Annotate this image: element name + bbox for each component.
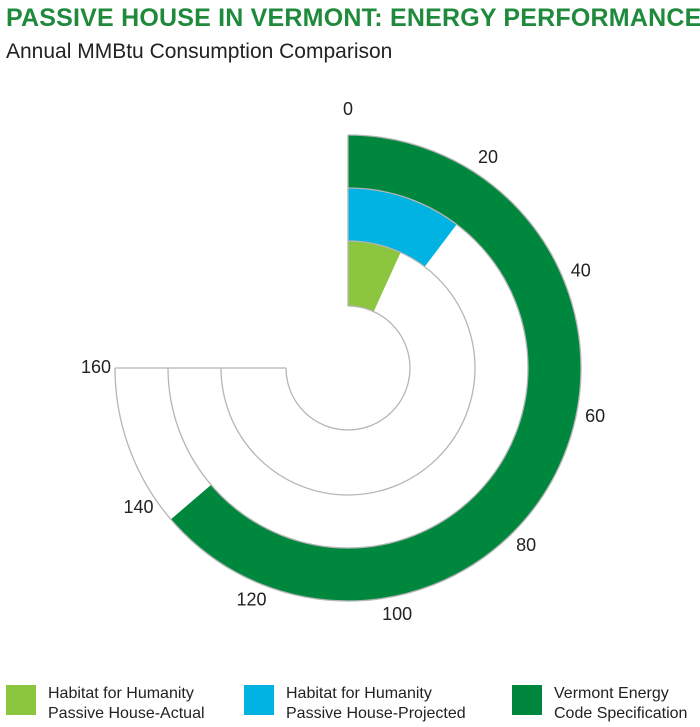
tick-label-80: 80 xyxy=(516,535,536,555)
guide-arc-2 xyxy=(167,187,529,549)
legend-swatch-code xyxy=(512,685,542,715)
chart-subtitle: Annual MMBtu Consumption Comparison xyxy=(6,40,393,63)
guide-arc-3 xyxy=(114,134,582,602)
chart-title: PASSIVE HOUSE IN VERMONT: ENERGY PERFORM… xyxy=(6,4,700,32)
legend-label-projected: Habitat for Humanity Passive House-Proje… xyxy=(286,685,466,722)
tick-label-20: 20 xyxy=(478,147,498,167)
bar-actual xyxy=(348,241,401,312)
radial-bar-chart: 0 20 40 60 80 100 120 140 160 xyxy=(81,99,605,624)
tick-label-160: 160 xyxy=(81,357,111,377)
legend-item-actual: Habitat for Humanity Passive House-Actua… xyxy=(6,684,205,724)
tick-label-40: 40 xyxy=(571,260,591,280)
legend-swatch-projected xyxy=(244,685,274,715)
tick-label-140: 140 xyxy=(123,497,153,517)
legend-item-projected: Habitat for Humanity Passive House-Proje… xyxy=(244,684,466,724)
tick-label-120: 120 xyxy=(237,590,267,610)
bar-code xyxy=(170,135,581,601)
tick-label-60: 60 xyxy=(585,406,605,426)
legend-item-code: Vermont Energy Code Specification xyxy=(512,684,687,724)
legend-label-actual: Habitat for Humanity Passive House-Actua… xyxy=(48,685,205,722)
tick-label-100: 100 xyxy=(382,604,412,624)
guide-arc-1 xyxy=(220,240,476,496)
legend: Habitat for Humanity Passive House-Actua… xyxy=(6,684,700,727)
tick-label-0: 0 xyxy=(343,99,353,119)
guide-arc-0 xyxy=(285,305,411,431)
legend-label-code: Vermont Energy Code Specification xyxy=(554,685,688,722)
legend-swatch-actual xyxy=(6,685,36,715)
